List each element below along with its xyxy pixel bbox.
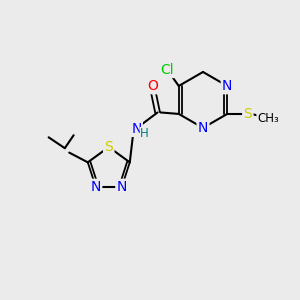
Text: Cl: Cl — [160, 63, 174, 77]
Text: O: O — [148, 79, 159, 93]
Text: N: N — [131, 122, 142, 136]
Text: N: N — [222, 79, 232, 93]
Text: N: N — [198, 121, 208, 135]
Text: CH₃: CH₃ — [258, 112, 279, 125]
Text: N: N — [91, 180, 101, 194]
Text: S: S — [244, 107, 252, 121]
Text: S: S — [104, 140, 113, 154]
Text: N: N — [117, 180, 127, 194]
Text: H: H — [140, 128, 149, 140]
